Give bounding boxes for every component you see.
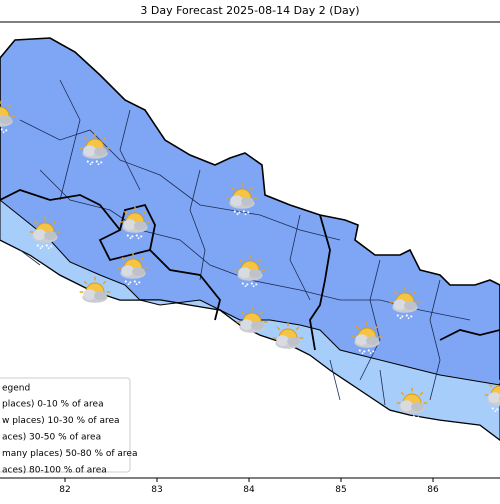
legend-item: many places) 50-80 % of area bbox=[2, 449, 137, 459]
x-tick-label: 83 bbox=[151, 485, 162, 495]
legend-item: aces) 30-50 % of area bbox=[2, 433, 101, 443]
x-tick-label: 82 bbox=[59, 485, 70, 495]
x-axis: 82 83 84 85 86 bbox=[59, 478, 439, 495]
map-area bbox=[0, 37, 500, 441]
legend: egend places) 0-10 % of area w places) 10… bbox=[0, 377, 137, 476]
x-tick-label: 84 bbox=[243, 485, 255, 495]
legend-item: aces) 80-100 % of area bbox=[2, 466, 107, 476]
legend-title: egend bbox=[2, 384, 30, 394]
province-borders bbox=[0, 189, 500, 351]
x-tick-label: 86 bbox=[427, 485, 439, 495]
map-title: 3 Day Forecast 2025-08-14 Day 2 (Day) bbox=[140, 4, 359, 17]
legend-item: w places) 10-30 % of area bbox=[2, 416, 120, 426]
legend-item: places) 0-10 % of area bbox=[2, 400, 104, 410]
x-tick-label: 85 bbox=[335, 485, 346, 495]
legend-box bbox=[0, 377, 131, 473]
